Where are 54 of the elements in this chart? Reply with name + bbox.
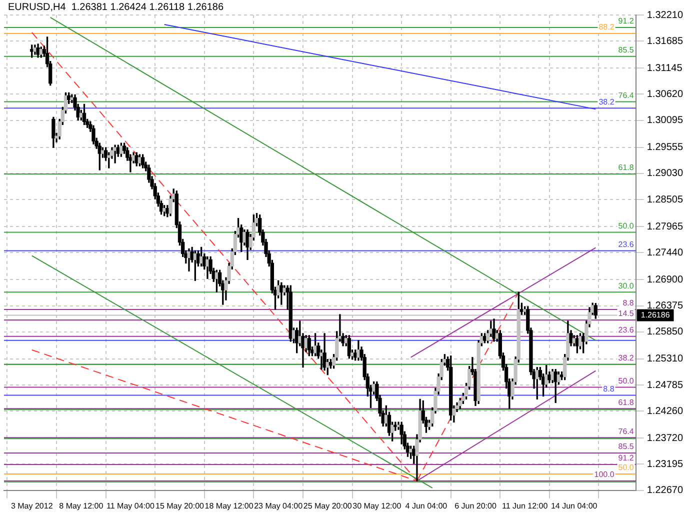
y-tick-label: 1.31145 bbox=[646, 62, 683, 74]
annotation: 8.8 bbox=[622, 298, 634, 308]
y-tick-label: 1.25850 bbox=[646, 326, 684, 338]
annotation: 61.8 bbox=[618, 398, 634, 407]
annotation: 30.0 bbox=[618, 281, 634, 290]
annotation: 88.2 bbox=[598, 22, 615, 32]
x-tick-label: 4 Jun 04:00 bbox=[405, 501, 448, 510]
annotation: 8.8 bbox=[603, 384, 615, 394]
y-tick-label: 1.27440 bbox=[646, 247, 684, 258]
annotation: 85.5 bbox=[618, 46, 634, 55]
annotation: 14.5 bbox=[618, 309, 634, 318]
annotation: 23.6 bbox=[618, 240, 634, 249]
annotation: 50.0 bbox=[618, 221, 634, 230]
x-tick-label: 18 May 12:00 bbox=[204, 501, 254, 510]
y-tick-label: 1.31685 bbox=[646, 36, 684, 47]
annotation: 50.0 bbox=[618, 463, 634, 472]
x-tick-label: 30 May 12:00 bbox=[352, 501, 402, 510]
y-tick-label: 1.30095 bbox=[646, 115, 684, 126]
y-tick-label: 1.26375 bbox=[646, 300, 684, 312]
x-tick-label: 3 May 2012 bbox=[10, 501, 54, 510]
x-tick-label: 25 May 20:00 bbox=[303, 501, 352, 510]
annotation: 91.2 bbox=[618, 16, 634, 26]
x-tick-label: 11 Jun 12:00 bbox=[502, 501, 548, 510]
y-tick-label: 1.23195 bbox=[646, 458, 684, 470]
x-tick-label: 23 May 04:00 bbox=[254, 501, 304, 510]
x-tick-label: 11 May 04:00 bbox=[106, 501, 155, 510]
ref-line-label: 1.26186 bbox=[640, 310, 670, 320]
y-tick-label: 1.32210 bbox=[646, 10, 684, 21]
y-tick-label: 1.23720 bbox=[646, 432, 684, 444]
y-tick-label: 1.25310 bbox=[646, 354, 684, 365]
y-tick-label: 1.30620 bbox=[646, 88, 684, 100]
annotation: 38.2 bbox=[618, 354, 634, 363]
annotation: 100.0 bbox=[594, 470, 615, 480]
annotation: 91.2 bbox=[618, 454, 634, 463]
x-tick-label: 15 May 20:00 bbox=[156, 501, 205, 510]
annotation: 50.0 bbox=[618, 376, 634, 386]
annotation: 23.6 bbox=[618, 326, 634, 335]
annotation: 76.4 bbox=[618, 90, 634, 100]
y-tick-label: 1.29030 bbox=[646, 168, 684, 180]
y-tick-label: 1.27965 bbox=[646, 221, 684, 232]
x-tick-label: 6 Jun 20:00 bbox=[454, 501, 497, 510]
chart-title: EURUSD,H4 1.26381 1.26424 1.26118 1.26186 bbox=[8, 2, 224, 13]
x-tick-label: 14 Jun 04:00 bbox=[550, 501, 598, 510]
annotation: 76.4 bbox=[618, 426, 634, 436]
y-tick-label: 1.26900 bbox=[646, 274, 684, 286]
annotation: 85.5 bbox=[618, 442, 634, 452]
y-tick-label: 1.29555 bbox=[646, 142, 684, 154]
annotation: 61.8 bbox=[618, 163, 634, 172]
y-tick-label: 1.24785 bbox=[646, 380, 684, 391]
x-tick-label: 8 May 12:00 bbox=[59, 501, 104, 510]
annotation: 38.2 bbox=[598, 97, 615, 106]
y-tick-label: 1.22670 bbox=[646, 485, 684, 496]
y-tick-label: 1.24260 bbox=[646, 406, 684, 417]
y-tick-label: 1.28505 bbox=[646, 194, 684, 206]
